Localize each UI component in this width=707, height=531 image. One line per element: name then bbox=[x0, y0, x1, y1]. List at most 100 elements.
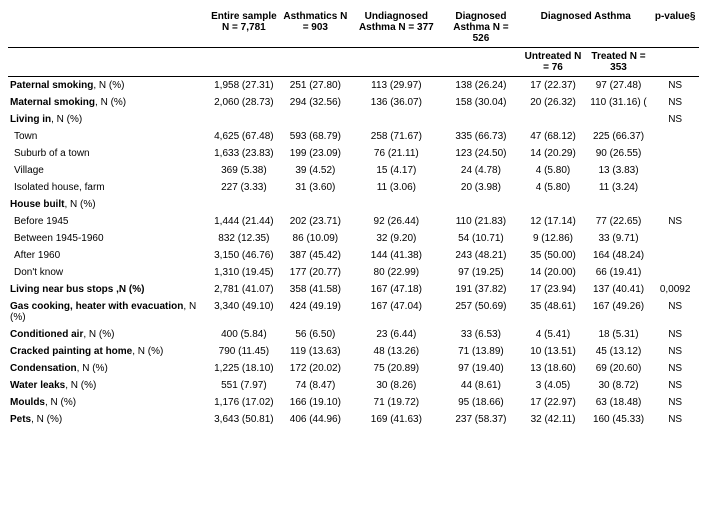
cell: 23 (6.44) bbox=[351, 326, 442, 343]
cell: 424 (49.19) bbox=[280, 298, 351, 326]
cell: 39 (4.52) bbox=[280, 162, 351, 179]
cell: 790 (11.45) bbox=[208, 343, 279, 360]
col-entire: Entire sample N = 7,781 bbox=[208, 8, 279, 48]
cell: 90 (26.55) bbox=[586, 145, 652, 162]
table-row: Living in, N (%) NS bbox=[8, 111, 699, 128]
cell: 17 (22.37) bbox=[520, 77, 586, 95]
table-row: Condensation, N (%)1,225 (18.10)172 (20.… bbox=[8, 360, 699, 377]
cell: 2,060 (28.73) bbox=[208, 94, 279, 111]
cell: 54 (10.71) bbox=[442, 230, 521, 247]
cell: 20 (26.32) bbox=[520, 94, 586, 111]
cell: 86 (10.09) bbox=[280, 230, 351, 247]
row-label: Village bbox=[8, 162, 208, 179]
table-row: After 19603,150 (46.76)387 (45.42)144 (4… bbox=[8, 247, 699, 264]
table-row: Conditioned air, N (%)400 (5.84)56 (6.50… bbox=[8, 326, 699, 343]
cell: 167 (47.18) bbox=[351, 281, 442, 298]
cell: 1,633 (23.83) bbox=[208, 145, 279, 162]
table-row: Town4,625 (67.48)593 (68.79)258 (71.67)3… bbox=[8, 128, 699, 145]
cell bbox=[280, 111, 351, 128]
row-label: Pets, N (%) bbox=[8, 411, 208, 428]
cell: 251 (27.80) bbox=[280, 77, 351, 95]
cell: 358 (41.58) bbox=[280, 281, 351, 298]
table-row: Living near bus stops ,N (%)2,781 (41.07… bbox=[8, 281, 699, 298]
table-row: Pets, N (%)3,643 (50.81)406 (44.96)169 (… bbox=[8, 411, 699, 428]
cell: 258 (71.67) bbox=[351, 128, 442, 145]
cell: 369 (5.38) bbox=[208, 162, 279, 179]
cell: 80 (22.99) bbox=[351, 264, 442, 281]
cell: 15 (4.17) bbox=[351, 162, 442, 179]
cell: 45 (13.12) bbox=[586, 343, 652, 360]
table-row: Moulds, N (%)1,176 (17.02)166 (19.10)71 … bbox=[8, 394, 699, 411]
cell: 63 (18.48) bbox=[586, 394, 652, 411]
cell: 14 (20.29) bbox=[520, 145, 586, 162]
col-pvalue: p-value§ bbox=[651, 8, 699, 48]
cell: 97 (27.48) bbox=[586, 77, 652, 95]
cell: 3,340 (49.10) bbox=[208, 298, 279, 326]
cell bbox=[651, 230, 699, 247]
cell: 97 (19.40) bbox=[442, 360, 521, 377]
table-row: Water leaks, N (%)551 (7.97)74 (8.47)30 … bbox=[8, 377, 699, 394]
cell: 32 (42.11) bbox=[520, 411, 586, 428]
table-row: Village369 (5.38)39 (4.52)15 (4.17)24 (4… bbox=[8, 162, 699, 179]
cell: 56 (6.50) bbox=[280, 326, 351, 343]
row-label: Living in, N (%) bbox=[8, 111, 208, 128]
cell: 71 (13.89) bbox=[442, 343, 521, 360]
cell: NS bbox=[651, 77, 699, 95]
cell: 74 (8.47) bbox=[280, 377, 351, 394]
cell: 18 (5.31) bbox=[586, 326, 652, 343]
cell: 13 (3.83) bbox=[586, 162, 652, 179]
cell: 172 (20.02) bbox=[280, 360, 351, 377]
cell: 169 (41.63) bbox=[351, 411, 442, 428]
cell: 14 (20.00) bbox=[520, 264, 586, 281]
cell: 400 (5.84) bbox=[208, 326, 279, 343]
cell: 71 (19.72) bbox=[351, 394, 442, 411]
table-row: Paternal smoking, N (%)1,958 (27.31)251 … bbox=[8, 77, 699, 95]
cell: 144 (41.38) bbox=[351, 247, 442, 264]
cell: 75 (20.89) bbox=[351, 360, 442, 377]
table-body: Paternal smoking, N (%)1,958 (27.31)251 … bbox=[8, 77, 699, 429]
cell: 406 (44.96) bbox=[280, 411, 351, 428]
cell: 97 (19.25) bbox=[442, 264, 521, 281]
table-row: Isolated house, farm227 (3.33)31 (3.60)1… bbox=[8, 179, 699, 196]
cell bbox=[586, 196, 652, 213]
cell: 164 (48.24) bbox=[586, 247, 652, 264]
cell bbox=[442, 111, 521, 128]
cell: NS bbox=[651, 213, 699, 230]
table-row: Suburb of a town1,633 (23.83)199 (23.09)… bbox=[8, 145, 699, 162]
table-row: Before 19451,444 (21.44)202 (23.71)92 (2… bbox=[8, 213, 699, 230]
cell: NS bbox=[651, 360, 699, 377]
cell: NS bbox=[651, 394, 699, 411]
cell: 69 (20.60) bbox=[586, 360, 652, 377]
cell: 76 (21.11) bbox=[351, 145, 442, 162]
cell: 110 (31.16) ( bbox=[586, 94, 652, 111]
cell bbox=[586, 111, 652, 128]
cell: 3,643 (50.81) bbox=[208, 411, 279, 428]
cell bbox=[208, 111, 279, 128]
cell bbox=[651, 162, 699, 179]
row-label: Before 1945 bbox=[8, 213, 208, 230]
cell: 95 (18.66) bbox=[442, 394, 521, 411]
cell: 138 (26.24) bbox=[442, 77, 521, 95]
cell bbox=[280, 196, 351, 213]
cell: 10 (13.51) bbox=[520, 343, 586, 360]
cell bbox=[651, 128, 699, 145]
cell: 4,625 (67.48) bbox=[208, 128, 279, 145]
table-row: Gas cooking, heater with evacuation, N (… bbox=[8, 298, 699, 326]
col-untreated: Untreated N = 76 bbox=[520, 48, 586, 77]
cell bbox=[651, 247, 699, 264]
cell: 17 (23.94) bbox=[520, 281, 586, 298]
cell bbox=[208, 196, 279, 213]
col-diagnosed-group: Diagnosed Asthma bbox=[520, 8, 651, 48]
row-label: Gas cooking, heater with evacuation, N (… bbox=[8, 298, 208, 326]
row-label: Cracked painting at home, N (%) bbox=[8, 343, 208, 360]
cell: 30 (8.26) bbox=[351, 377, 442, 394]
cell: 20 (3.98) bbox=[442, 179, 521, 196]
col-undiagnosed: Undiagnosed Asthma N = 377 bbox=[351, 8, 442, 48]
row-label: Town bbox=[8, 128, 208, 145]
row-label: Between 1945-1960 bbox=[8, 230, 208, 247]
cell: 387 (45.42) bbox=[280, 247, 351, 264]
cell: 257 (50.69) bbox=[442, 298, 521, 326]
row-label: Water leaks, N (%) bbox=[8, 377, 208, 394]
cell: NS bbox=[651, 111, 699, 128]
row-label: House built, N (%) bbox=[8, 196, 208, 213]
